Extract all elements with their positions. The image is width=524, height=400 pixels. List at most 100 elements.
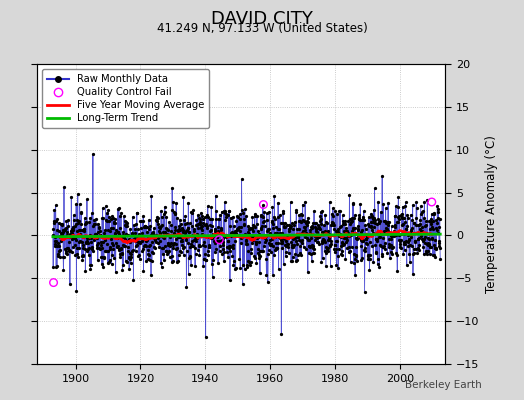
Point [128, 247, 136, 254]
Point [271, 234, 279, 240]
Point [168, 206, 177, 213]
Point [187, 208, 195, 215]
Point [268, 236, 276, 242]
Point [335, 233, 343, 239]
Point [307, 224, 315, 230]
Point [247, 234, 256, 240]
Point [402, 237, 410, 244]
Point [218, 236, 226, 243]
Point [254, 250, 262, 256]
Point [272, 244, 280, 251]
Point [119, 262, 127, 268]
Point [369, 259, 377, 265]
Point [62, 250, 70, 256]
Point [329, 212, 337, 219]
Point [258, 248, 267, 254]
Point [282, 238, 291, 244]
Point [302, 230, 310, 236]
Point [201, 222, 210, 228]
Point [250, 222, 258, 229]
Point [158, 250, 167, 257]
Point [51, 233, 59, 240]
Point [411, 238, 420, 244]
Point [384, 219, 392, 225]
Point [418, 228, 426, 234]
Point [119, 242, 128, 249]
Point [416, 226, 424, 232]
Point [97, 261, 106, 267]
Point [276, 230, 285, 236]
Point [314, 241, 323, 247]
Point [365, 223, 374, 229]
Point [61, 225, 70, 231]
Point [148, 238, 156, 245]
Point [151, 237, 159, 243]
Point [216, 243, 224, 249]
Point [229, 214, 237, 220]
Point [376, 242, 384, 248]
Point [354, 232, 363, 238]
Point [414, 241, 423, 248]
Point [379, 234, 388, 241]
Point [242, 238, 250, 244]
Point [123, 223, 131, 230]
Point [69, 224, 77, 230]
Point [80, 226, 88, 232]
Point [135, 230, 144, 237]
Point [104, 226, 112, 233]
Point [255, 239, 264, 245]
Point [128, 236, 137, 243]
Point [86, 214, 94, 221]
Point [274, 226, 282, 233]
Point [385, 243, 393, 250]
Point [66, 231, 74, 238]
Point [338, 247, 346, 254]
Point [291, 232, 299, 239]
Point [83, 248, 92, 254]
Point [429, 242, 438, 248]
Point [322, 262, 330, 269]
Point [363, 240, 372, 247]
Point [191, 263, 199, 270]
Point [368, 214, 376, 220]
Point [56, 254, 64, 261]
Point [199, 242, 207, 248]
Point [265, 226, 274, 233]
Point [355, 212, 363, 218]
Point [347, 244, 356, 250]
Point [401, 203, 410, 209]
Point [166, 232, 174, 238]
Point [49, 279, 58, 286]
Point [361, 288, 369, 295]
Point [415, 222, 423, 229]
Point [308, 223, 316, 230]
Point [64, 245, 72, 251]
Point [383, 225, 391, 232]
Point [146, 222, 155, 229]
Text: 41.249 N, 97.133 W (United States): 41.249 N, 97.133 W (United States) [157, 22, 367, 35]
Point [342, 235, 351, 242]
Point [147, 193, 156, 199]
Point [374, 256, 382, 262]
Point [358, 238, 367, 244]
Point [398, 215, 407, 221]
Point [393, 268, 401, 274]
Point [118, 232, 127, 238]
Point [413, 236, 422, 242]
Point [98, 215, 106, 222]
Point [66, 248, 74, 254]
Point [104, 248, 112, 254]
Point [156, 225, 164, 232]
Point [292, 207, 300, 214]
Point [394, 204, 402, 210]
Point [314, 238, 323, 245]
Point [253, 213, 261, 219]
Point [267, 242, 275, 248]
Point [187, 262, 195, 268]
Point [83, 196, 91, 203]
Point [60, 234, 69, 240]
Point [141, 238, 150, 244]
Point [366, 238, 375, 245]
Point [331, 242, 339, 248]
Point [346, 221, 354, 227]
